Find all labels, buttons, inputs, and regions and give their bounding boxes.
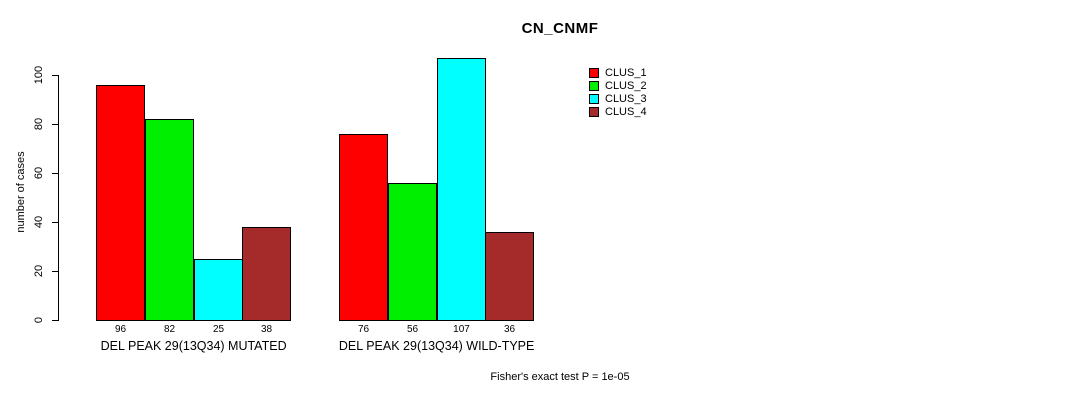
bar-value-label: 76: [357, 324, 370, 335]
x-axis-category-label: DEL PEAK 29(13Q34) WILD-TYPE: [338, 339, 535, 353]
bar-value-label: 25: [212, 324, 225, 335]
y-axis-tick: [52, 222, 58, 223]
legend-label: CLUS_3: [605, 92, 647, 105]
legend-label: CLUS_2: [605, 79, 647, 92]
y-axis-tick-label: 20: [33, 264, 45, 278]
y-axis-tick: [52, 124, 58, 125]
y-axis-tick-label: 0: [33, 316, 45, 324]
legend-item-clus_4: CLUS_4: [589, 105, 647, 118]
legend-item-clus_3: CLUS_3: [589, 92, 647, 105]
y-axis-tick: [52, 271, 58, 272]
bar-value-label: 38: [260, 324, 273, 335]
bar-value-label: 36: [503, 324, 516, 335]
y-axis-tick: [52, 320, 58, 321]
bar-clus_1-group1: [96, 85, 145, 321]
y-axis-tick-label: 60: [33, 166, 45, 180]
bar-clus_3-group1: [194, 259, 243, 321]
y-axis-tick: [52, 75, 58, 76]
chart-title: CN_CNMF: [521, 20, 599, 37]
bar-clus_3-group2: [437, 58, 486, 321]
bar-clus_1-group2: [339, 134, 388, 321]
y-axis-tick-label: 80: [33, 117, 45, 131]
bar-clus_2-group2: [388, 183, 437, 321]
legend-label: CLUS_4: [605, 105, 647, 118]
bar-clus_4-group1: [242, 227, 291, 321]
y-axis-line: [58, 75, 59, 321]
legend-swatch-icon: [589, 106, 599, 117]
bar-value-label: 82: [163, 324, 176, 335]
legend: CLUS_1 CLUS_2 CLUS_3 CLUS_4: [589, 66, 647, 118]
legend-swatch-icon: [589, 80, 599, 91]
legend-label: CLUS_1: [605, 66, 647, 79]
bar-clus_4-group2: [485, 232, 534, 321]
y-axis-tick-label: 40: [33, 215, 45, 229]
bar-value-label: 56: [406, 324, 419, 335]
y-axis-label: number of cases: [15, 151, 27, 233]
legend-item-clus_2: CLUS_2: [589, 79, 647, 92]
bar-value-label: 96: [114, 324, 127, 335]
y-axis-tick: [52, 173, 58, 174]
legend-swatch-icon: [589, 67, 599, 78]
fisher-test-annotation: Fisher's exact test P = 1e-05: [490, 371, 630, 383]
legend-swatch-icon: [589, 93, 599, 104]
bar-clus_2-group1: [145, 119, 194, 321]
bar-value-label: 107: [453, 324, 470, 335]
legend-item-clus_1: CLUS_1: [589, 66, 647, 79]
x-axis-category-label: DEL PEAK 29(13Q34) MUTATED: [100, 339, 287, 353]
y-axis-tick-label: 100: [33, 65, 45, 85]
